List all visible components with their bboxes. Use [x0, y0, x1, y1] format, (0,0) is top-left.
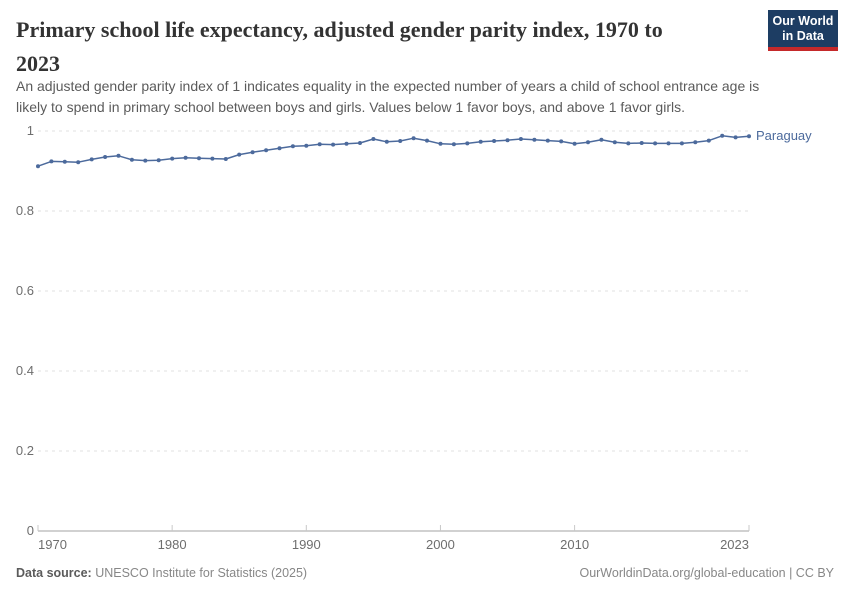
data-point: [545, 138, 550, 143]
x-tick-label: 2000: [425, 537, 455, 552]
data-point: [89, 157, 94, 162]
page-title-line1: Primary school life expectancy, adjusted…: [16, 17, 663, 42]
data-point: [572, 141, 577, 146]
data-point: [720, 133, 725, 138]
y-tick-label: 0: [26, 523, 34, 538]
y-tick-label: 0.8: [15, 203, 34, 218]
data-point: [116, 153, 121, 158]
data-point: [76, 160, 81, 165]
data-point: [733, 135, 738, 140]
owid-logo-box: Our World in Data: [768, 10, 838, 47]
data-point: [358, 141, 362, 145]
x-tick-label: 2010: [560, 537, 590, 552]
data-point: [304, 143, 309, 148]
y-tick-label: 0.2: [15, 443, 34, 458]
data-point: [62, 159, 67, 164]
data-point: [693, 140, 698, 145]
data-point: [679, 141, 684, 146]
data-point: [478, 139, 483, 144]
data-point: [505, 138, 510, 143]
data-point: [653, 141, 658, 146]
data-point: [559, 139, 564, 144]
owid-logo-red-bar: [768, 47, 838, 51]
x-tick-label: 1980: [157, 537, 187, 552]
data-point: [317, 142, 322, 147]
data-point: [612, 140, 617, 145]
data-point: [411, 136, 416, 141]
data-point: [465, 141, 470, 146]
data-point: [170, 156, 175, 161]
data-point: [371, 137, 376, 141]
data-point: [398, 139, 403, 143]
data-point: [237, 152, 242, 157]
y-tick-label: 0.6: [15, 283, 34, 298]
data-source-label: Data source:: [16, 566, 92, 580]
x-tick-label: 1970: [38, 537, 67, 552]
data-point: [129, 157, 134, 162]
y-tick-label: 1: [26, 123, 34, 138]
owid-logo-line2: in Data: [782, 29, 824, 43]
data-point: [706, 138, 711, 143]
chart-subtitle-line1: An adjusted gender parity index of 1 ind…: [16, 78, 760, 94]
page-title-line2: 2023: [16, 51, 60, 76]
data-source: Data source: UNESCO Institute for Statis…: [16, 566, 307, 580]
chart-footer: Data source: UNESCO Institute for Statis…: [16, 566, 834, 580]
data-point: [49, 159, 54, 164]
data-point: [223, 157, 228, 161]
data-point: [451, 142, 456, 147]
data-point: [425, 138, 429, 143]
data-point: [626, 141, 631, 146]
data-point: [344, 141, 349, 146]
data-point: [639, 141, 644, 145]
data-point: [438, 141, 443, 146]
chart-subtitle-line2: likely to spend in primary school betwee…: [16, 99, 685, 115]
owid-logo-line1: Our World: [772, 14, 834, 28]
series-label-paraguay: Paraguay: [756, 128, 812, 144]
owid-logo[interactable]: Our World in Data: [768, 10, 838, 51]
data-point: [36, 164, 40, 169]
data-point: [277, 146, 282, 151]
data-point: [331, 142, 336, 147]
x-tick-label: 1990: [291, 537, 321, 552]
data-point: [599, 137, 604, 142]
data-point: [666, 141, 671, 146]
data-point: [586, 140, 590, 145]
data-point: [290, 144, 295, 149]
series-line: [37, 135, 750, 167]
y-tick-label: 0.4: [15, 363, 34, 378]
data-point: [492, 139, 497, 143]
data-point: [197, 156, 201, 161]
data-point: [532, 137, 537, 142]
page-title: Primary school life expectancy, adjusted…: [16, 13, 756, 81]
data-point: [747, 134, 751, 139]
data-point: [264, 148, 269, 153]
data-point: [156, 158, 161, 163]
x-tick-label: 2023: [720, 537, 749, 552]
data-point: [384, 139, 389, 144]
data-point: [210, 156, 215, 161]
data-point: [518, 137, 523, 141]
data-point: [143, 158, 148, 163]
chart-subtitle: An adjusted gender parity index of 1 ind…: [16, 76, 832, 118]
data-source-text: UNESCO Institute for Statistics (2025): [91, 566, 308, 580]
data-point: [250, 150, 255, 155]
data-point: [103, 155, 108, 159]
footer-link[interactable]: OurWorldinData.org/global-education | CC…: [579, 566, 834, 580]
data-point: [183, 155, 188, 160]
